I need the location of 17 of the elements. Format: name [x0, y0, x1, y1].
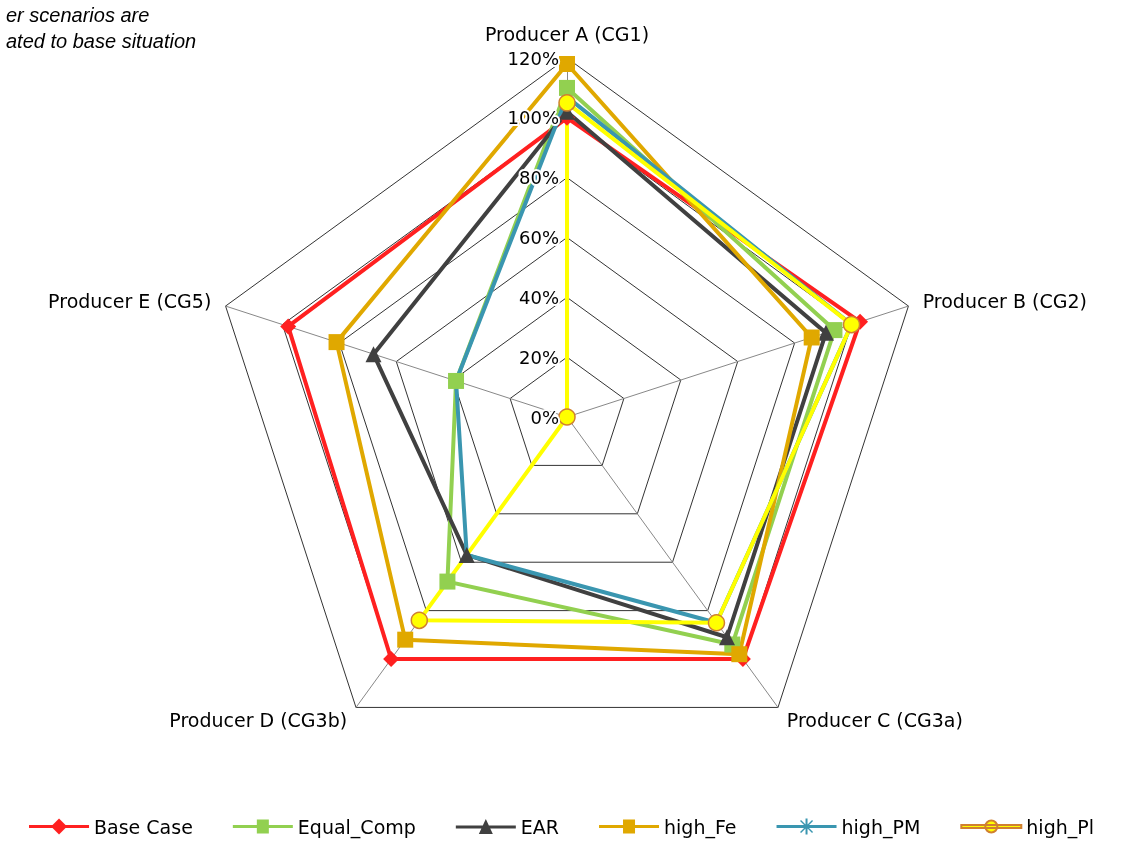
spoke-label: Producer B (CG2) — [922, 290, 1087, 313]
spoke-label: Producer C (CG3a) — [786, 708, 963, 731]
y-tick-label: 20% — [518, 346, 559, 368]
y-tick-label: 120% — [507, 47, 559, 69]
text: er scenarios are ated to base situation — [6, 4, 197, 52]
legend-label: high_PM — [841, 815, 921, 839]
legend-label: high_Pl — [1026, 815, 1094, 839]
legend-label: EAR — [520, 815, 560, 838]
y-tick-label: 40% — [518, 286, 559, 308]
spoke-label: Producer D (CG3b) — [169, 708, 348, 731]
y-tick-label: 60% — [518, 227, 559, 248]
legend-label: Base Case — [94, 815, 193, 838]
spoke-label: Producer E (CG5) — [48, 290, 212, 313]
y-tick-label: 0% — [530, 406, 559, 428]
legend-label: high_Fe — [664, 815, 737, 839]
spoke-label: Producer A (CG1) — [484, 22, 650, 45]
legend-label: Equal_Comp — [297, 815, 416, 839]
